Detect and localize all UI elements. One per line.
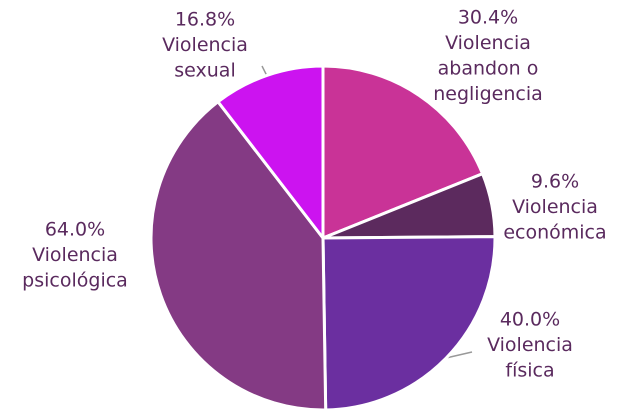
pie-slice — [149, 99, 328, 412]
pie-slice — [321, 64, 485, 241]
pie-slice — [215, 64, 325, 243]
category-label: Violencia — [32, 244, 118, 266]
pie-slice — [321, 235, 497, 412]
leader-line — [445, 351, 473, 359]
value-label: 9.6% — [531, 171, 579, 193]
category-label: Violencia — [162, 34, 248, 56]
value-label: 30.4% — [458, 7, 518, 29]
category-label: sexual — [174, 60, 235, 82]
category-label: física — [505, 360, 554, 382]
value-label: 64.0% — [45, 219, 105, 241]
category-label: económica — [503, 222, 606, 244]
category-label: Violencia — [487, 334, 573, 356]
category-label: Violencia — [445, 32, 531, 54]
category-label: abandon o — [438, 58, 539, 80]
value-label: 40.0% — [500, 309, 560, 331]
category-label: Violencia — [512, 196, 598, 218]
category-label: negligencia — [433, 83, 543, 105]
category-label: psicológica — [22, 270, 128, 292]
value-label: 16.8% — [175, 9, 235, 31]
